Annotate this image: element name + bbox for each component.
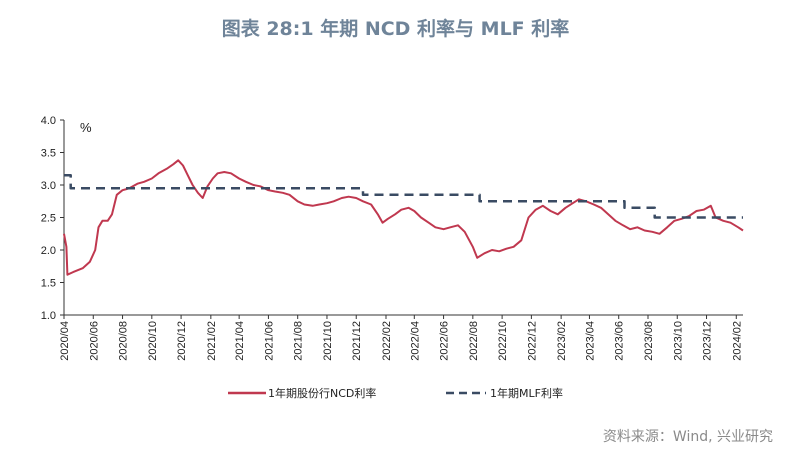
x-tick-label: 2022/06 — [439, 321, 451, 361]
x-tick-label: 2023/12 — [702, 321, 714, 361]
x-tick-label: 2020/10 — [147, 321, 159, 361]
chart-title: 图表 28:1 年期 NCD 利率与 MLF 利率 — [221, 18, 570, 40]
x-tick-label: 2022/10 — [497, 321, 509, 361]
x-axis-ticks: 2020/04 2020/06 2020/08 2020/10 2020/12 2021/… — [59, 315, 743, 361]
x-tick-label: 2021/02 — [206, 321, 218, 361]
y-unit-label: % — [80, 120, 92, 135]
series-lines — [63, 159, 744, 276]
x-tick-label: 2021/12 — [351, 321, 363, 361]
x-tick-label: 2020/12 — [176, 321, 188, 361]
x-tick-label: 2020/08 — [118, 321, 130, 361]
x-tick-label: 2021/08 — [293, 321, 305, 361]
y-tick-label: 4.0 — [41, 115, 56, 127]
x-tick-label: 2020/06 — [88, 321, 100, 361]
mlf-line — [64, 174, 743, 219]
y-tick-label: 2.5 — [41, 213, 56, 225]
y-tick-label: 2.0 — [41, 245, 56, 257]
x-tick-label: 2022/04 — [409, 321, 421, 361]
legend-label-ncd: 1年期股份行NCD利率 — [268, 386, 376, 400]
source-note: 资料来源：Wind, 兴业研究 — [602, 429, 773, 445]
x-tick-label: 2024/02 — [731, 321, 743, 361]
x-tick-label: 2023/04 — [584, 321, 596, 361]
y-tick-label: 3.0 — [41, 180, 56, 192]
x-tick-label: 2021/06 — [263, 321, 275, 361]
x-tick-label: 2021/04 — [234, 321, 246, 361]
y-tick-label: 3.5 — [41, 148, 56, 160]
x-tick-label: 2022/08 — [468, 321, 480, 361]
y-tick-label: 1.0 — [41, 310, 56, 322]
y-tick-label: 1.5 — [41, 278, 56, 290]
x-tick-label: 2023/06 — [614, 321, 626, 361]
x-tick-label: 2023/08 — [643, 321, 655, 361]
x-tick-label: 2022/12 — [526, 321, 538, 361]
x-tick-label: 2022/02 — [381, 321, 393, 361]
x-tick-label: 2023/02 — [556, 321, 568, 361]
x-tick-label: 2021/10 — [322, 321, 334, 361]
x-tick-label: 2020/04 — [59, 321, 71, 361]
legend: 1年期股份行NCD利率 1年期MLF利率 — [228, 386, 563, 400]
legend-label-mlf: 1年期MLF利率 — [490, 386, 563, 400]
x-tick-label: 2023/10 — [672, 321, 684, 361]
y-axis-ticks: 4.0 3.5 3.0 2.5 2.0 1.5 1.0 — [41, 115, 64, 322]
chart-axes — [63, 120, 743, 316]
ncd-line — [63, 159, 744, 276]
